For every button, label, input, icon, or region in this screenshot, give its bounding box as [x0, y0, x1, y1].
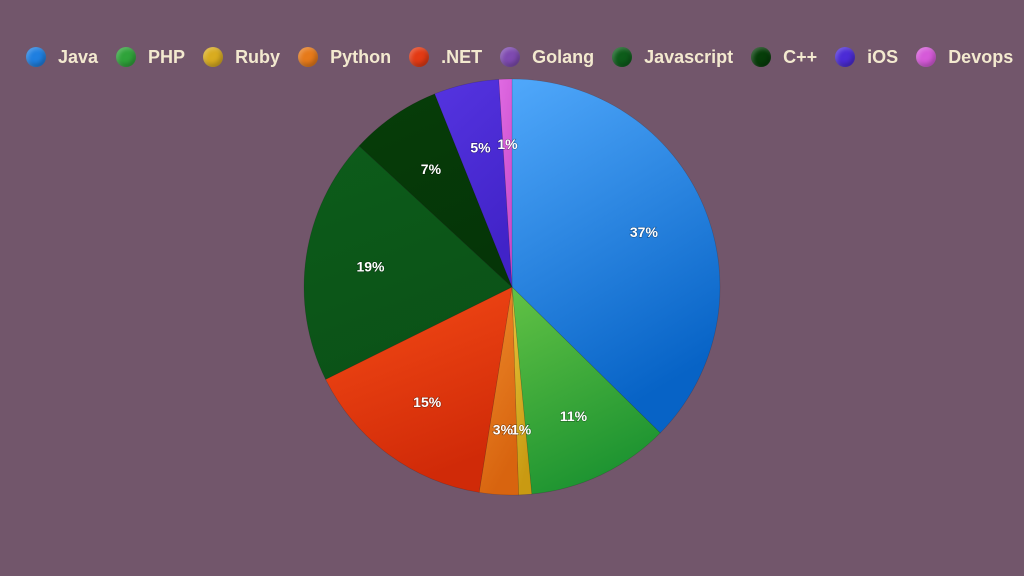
pie-slice-net[interactable]	[325, 286, 513, 493]
pie-label-python: 3%	[493, 422, 514, 438]
legend-item-ios[interactable]: iOS	[835, 47, 898, 68]
legend-swatch	[500, 47, 521, 67]
pie-slice-python[interactable]	[478, 286, 519, 496]
legend-label: Javascript	[644, 46, 734, 67]
legend-label: Python	[330, 46, 392, 67]
pie-slice-ruby[interactable]	[511, 286, 533, 496]
legend-label: .NET	[441, 46, 483, 67]
legend-swatch	[409, 47, 430, 67]
pie-label-javascript: 19%	[356, 259, 385, 275]
legend-item-java[interactable]: Java	[26, 47, 98, 68]
pie-label-net: 15%	[413, 394, 442, 410]
legend-swatch	[612, 47, 633, 67]
pie-label-c: 7%	[421, 161, 442, 177]
legend-item-javascript[interactable]: Javascript	[612, 47, 733, 68]
legend-item-ruby[interactable]: Ruby	[203, 47, 280, 68]
legend-item-net[interactable]: .NET	[409, 47, 482, 68]
legend-label: Java	[58, 46, 99, 67]
pie-label-php: 11%	[560, 408, 588, 424]
pie-slice-javascript[interactable]	[303, 145, 513, 380]
legend-swatch	[751, 47, 772, 67]
pie-label-ruby: 1%	[511, 422, 532, 438]
pie-labels: 37%11%1%3%15%19%7%5% 1%	[356, 136, 659, 439]
legend-swatch	[298, 47, 319, 67]
pie-label-java: 37%	[630, 224, 659, 240]
pie-slice-php[interactable]	[511, 286, 661, 495]
legend-item-devops[interactable]: Devops	[916, 47, 1013, 68]
legend-label: Devops	[948, 46, 1014, 67]
legend-item-c[interactable]: C++	[751, 47, 817, 68]
chart-legend: Java PHP Ruby Python .NET Golang Javascript C++…	[26, 44, 1013, 70]
pie-label-ios: 5%	[470, 140, 491, 156]
pie-slice-devops[interactable]	[498, 78, 513, 288]
legend-swatch	[835, 47, 856, 67]
pie-label-devops: 1%	[497, 136, 518, 152]
pie-slice-c[interactable]	[358, 93, 513, 288]
pie-slices	[303, 78, 721, 496]
legend-item-golang[interactable]: Golang	[500, 47, 594, 68]
legend-label: Ruby	[235, 46, 281, 67]
legend-swatch	[116, 47, 137, 67]
pie-slice-ios[interactable]	[434, 79, 513, 288]
legend-swatch	[916, 47, 937, 67]
legend-label: iOS	[867, 46, 899, 67]
legend-label: PHP	[148, 46, 186, 67]
pie-slice-java[interactable]	[511, 78, 721, 434]
legend-label: Golang	[532, 46, 595, 67]
legend-swatch	[203, 47, 224, 67]
legend-label: C++	[783, 46, 818, 67]
legend-swatch	[26, 47, 46, 67]
legend-item-php[interactable]: PHP	[116, 47, 185, 68]
legend-item-python[interactable]: Python	[298, 47, 391, 68]
